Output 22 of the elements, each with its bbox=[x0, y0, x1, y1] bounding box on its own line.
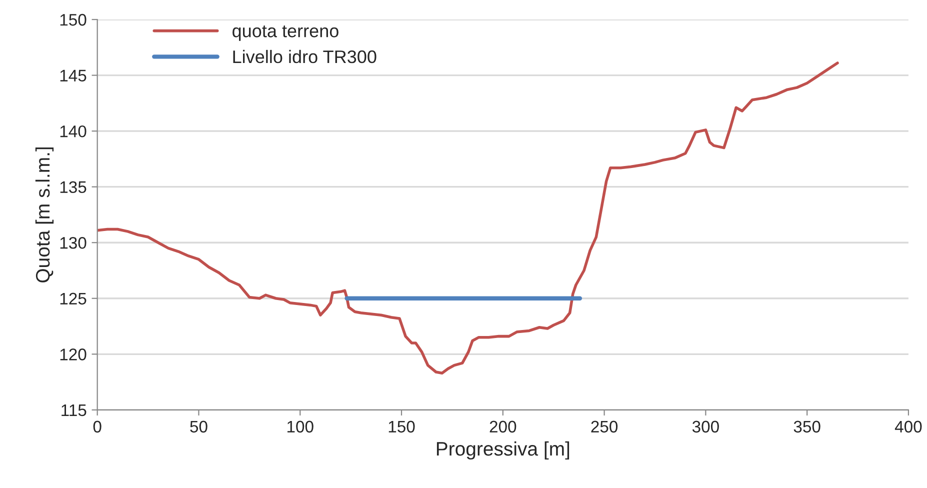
x-tick-label: 0 bbox=[93, 420, 102, 433]
y-tick-label: 145 bbox=[60, 70, 86, 82]
x-tick-label: 200 bbox=[490, 420, 516, 433]
y-tick-label: 120 bbox=[60, 348, 86, 360]
y-tick-label: 140 bbox=[60, 125, 86, 138]
legend-label: Livello idro TR300 bbox=[233, 50, 376, 64]
legend-label: quota terreno bbox=[232, 25, 338, 41]
x-tick-label: 150 bbox=[388, 420, 415, 433]
x-tick-label: 100 bbox=[287, 420, 314, 433]
x-tick-label: 400 bbox=[894, 420, 922, 433]
x-axis-title: Progressiva [m] bbox=[436, 441, 570, 460]
y-tick-label: 125 bbox=[60, 292, 86, 305]
y-tick-label: 115 bbox=[62, 404, 86, 416]
x-tick-label: 50 bbox=[190, 420, 208, 433]
y-tick-label: 135 bbox=[60, 181, 86, 194]
y-tick-label: 150 bbox=[60, 14, 86, 26]
x-tick-label: 250 bbox=[591, 420, 618, 433]
x-tick-label: 300 bbox=[692, 420, 719, 433]
y-tick-label: 130 bbox=[60, 237, 86, 249]
x-tick-label: 350 bbox=[794, 420, 820, 433]
y-axis-title: Quota [m s.l.m.] bbox=[35, 147, 54, 282]
line-series bbox=[97, 62, 839, 374]
